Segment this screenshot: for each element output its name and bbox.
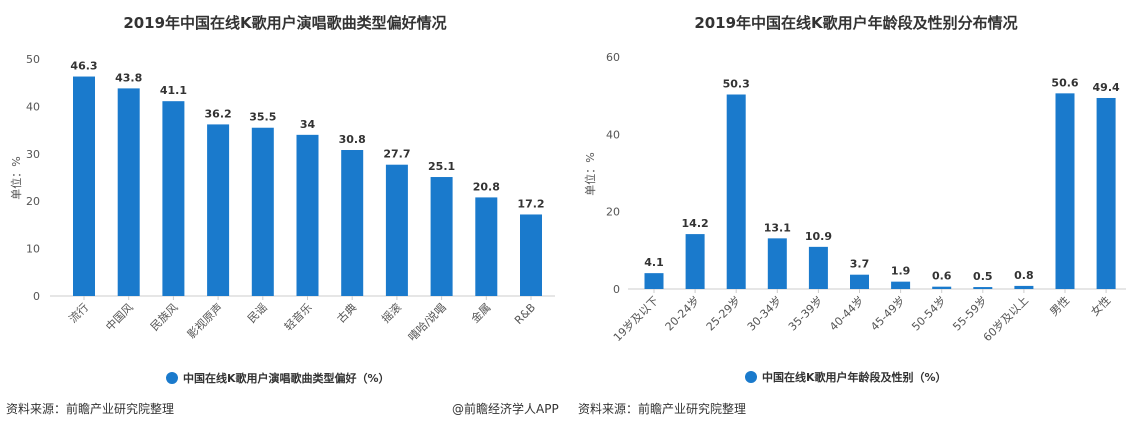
x-tick-label: 40-44岁 (826, 293, 866, 333)
bar (520, 214, 542, 296)
chart-1-title: 2019年中国在线K歌用户演唱歌曲类型偏好情况 (123, 14, 446, 32)
data-label: 25.1 (428, 160, 455, 173)
bar (808, 246, 828, 289)
x-tick-label: 55-59岁 (950, 293, 990, 333)
y-tick-label: 10 (26, 243, 40, 256)
data-label: 10.9 (805, 230, 832, 243)
bar (385, 164, 408, 296)
data-label: 0.5 (973, 270, 993, 283)
data-label: 20.8 (473, 180, 500, 193)
data-label: 50.6 (1051, 76, 1078, 89)
y-tick-label: 0 (613, 283, 620, 296)
bar (1055, 93, 1075, 289)
x-tick-label: 流行 (66, 300, 91, 325)
bar (162, 101, 185, 296)
bar (726, 94, 746, 289)
y-tick-label: 50 (26, 53, 40, 66)
y-tick-label: 0 (33, 290, 40, 303)
data-label: 41.1 (160, 84, 187, 97)
data-label: 14.2 (682, 217, 709, 230)
data-label: 0.8 (1014, 269, 1034, 282)
data-label: 0.6 (932, 270, 952, 283)
chart-1-legend-label: 中国在线K歌用户演唱歌曲类型偏好（%） (183, 371, 390, 385)
x-tick-label: 男性 (1047, 293, 1072, 318)
data-label: 4.1 (644, 256, 664, 269)
x-tick-label: 60岁及以上 (980, 293, 1031, 344)
chart-2-legend-label: 中国在线K歌用户年龄段及性别（%） (762, 370, 947, 384)
bar (767, 238, 787, 289)
bar (973, 287, 993, 289)
bar (1096, 97, 1116, 289)
y-tick-label: 60 (606, 51, 620, 64)
chart-1-ylabel: 单位：% (9, 156, 23, 199)
x-tick-label: 19岁及以下 (610, 293, 661, 344)
data-label: 13.1 (764, 221, 791, 234)
data-label: 49.4 (1093, 81, 1120, 94)
footer-source-right: 资料来源：前瞻产业研究院整理 (578, 401, 746, 416)
data-label: 30.8 (339, 133, 366, 146)
chart-1-legend-marker (166, 372, 178, 384)
footer-source-left: 资料来源：前瞻产业研究院整理 (6, 401, 174, 416)
bar (891, 281, 911, 289)
data-label: 43.8 (115, 71, 142, 84)
data-label: 50.3 (723, 78, 750, 91)
x-tick-label: 嘻哈/说唱 (405, 300, 449, 344)
x-tick-label: 古典 (334, 300, 359, 325)
x-tick-label: 摇滚 (379, 300, 404, 325)
y-tick-label: 20 (26, 195, 40, 208)
bar (296, 134, 319, 296)
y-tick-label: 30 (26, 148, 40, 161)
x-tick-label: 45-49岁 (867, 293, 907, 333)
x-tick-label: 30-34岁 (744, 293, 784, 333)
x-tick-label: 中国风 (103, 301, 136, 334)
y-tick-label: 20 (606, 206, 620, 219)
data-label: 36.2 (205, 107, 232, 120)
x-tick-label: 35-39岁 (785, 293, 825, 333)
x-tick-label: 金属 (468, 300, 493, 325)
y-tick-label: 40 (26, 100, 40, 113)
x-tick-label: 50-54岁 (909, 293, 949, 333)
bar (341, 150, 364, 296)
data-label: 3.7 (850, 258, 870, 271)
bar (207, 124, 230, 296)
bar (475, 197, 498, 296)
bar (251, 127, 274, 296)
bar (117, 88, 140, 296)
bar (644, 273, 664, 289)
x-tick-label: 影视原声 (184, 300, 225, 341)
data-label: 35.5 (249, 111, 276, 124)
chart-2-legend-marker (745, 371, 757, 383)
x-tick-label: 民族风 (147, 300, 180, 333)
data-label: 27.7 (383, 148, 410, 161)
x-tick-label: 25-29岁 (703, 293, 743, 333)
bar (73, 76, 95, 297)
chart-2-title: 2019年中国在线K歌用户年龄段及性别分布情况 (694, 14, 1017, 32)
data-label: 46.3 (70, 60, 97, 73)
bar (932, 286, 952, 289)
x-tick-label: 20-24岁 (662, 293, 702, 333)
footer-credit: @前瞻经济学人APP (452, 401, 559, 416)
x-tick-label: 轻音乐 (281, 300, 314, 333)
x-tick-label: 民谣 (245, 301, 270, 326)
data-label: 1.9 (891, 265, 911, 278)
bar (1014, 285, 1034, 289)
bar (685, 234, 705, 289)
data-label: 17.2 (517, 197, 544, 210)
chart-2-ylabel: 单位：% (583, 152, 597, 195)
bar (430, 177, 453, 296)
data-label: 34 (300, 118, 316, 131)
x-tick-label: R&B (512, 301, 538, 327)
bar (850, 274, 869, 289)
y-tick-label: 40 (606, 128, 620, 141)
x-tick-label: 女性 (1088, 293, 1113, 318)
